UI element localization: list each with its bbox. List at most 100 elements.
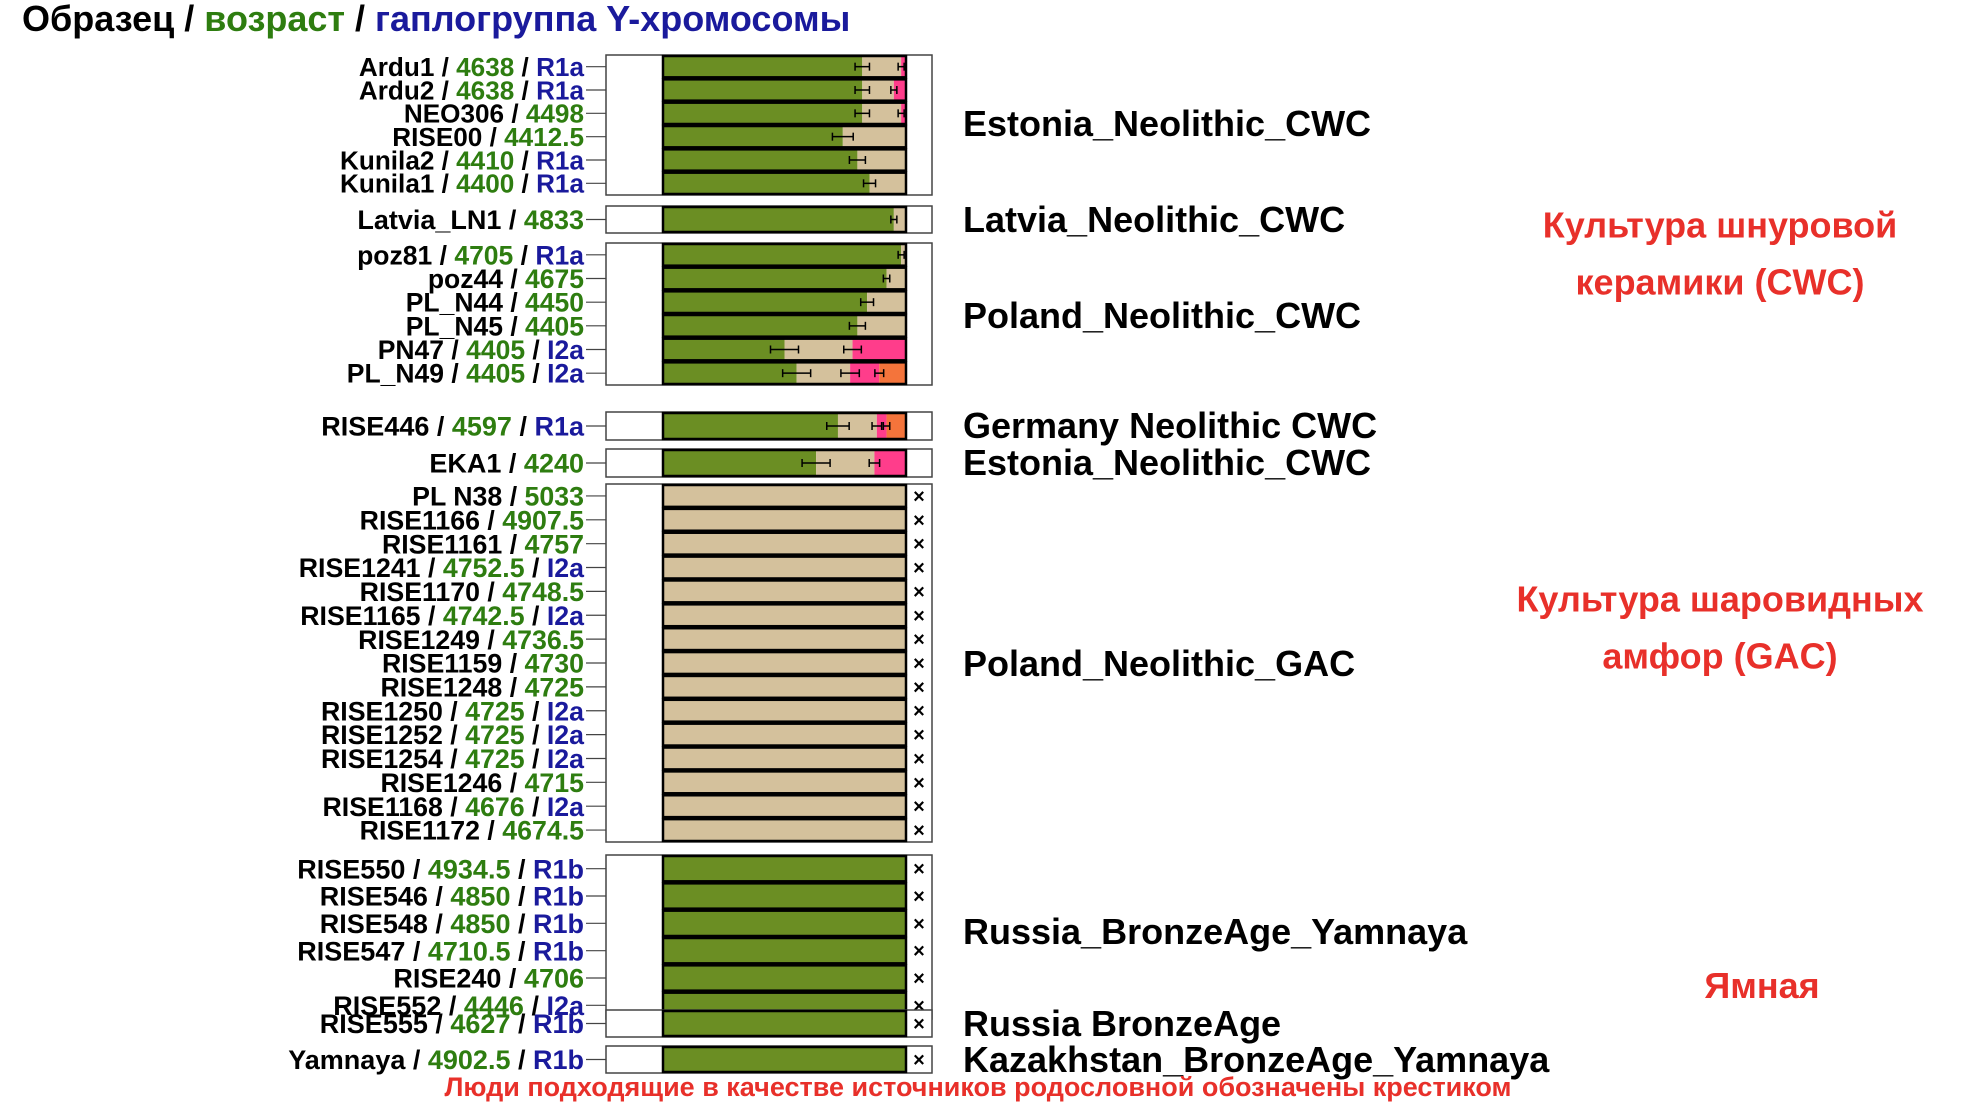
source-cross-mark: × — [913, 558, 925, 580]
bar-outline — [661, 909, 908, 938]
sample-haplogroup: I2a — [547, 792, 585, 822]
bar-segment-tan — [663, 508, 906, 531]
group-label: Poland_Neolithic_GAC — [963, 643, 1355, 684]
bar-segment-tan — [663, 675, 906, 698]
bar-outline — [661, 78, 908, 102]
group-label: Kazakhstan_BronzeAge_Yamnaya — [963, 1039, 1550, 1080]
bar-outline — [661, 361, 908, 386]
bar-segment-green — [663, 102, 863, 124]
sample-label: RISE547 / 4710.5 / R1b — [297, 936, 584, 966]
bar-outline — [661, 148, 908, 172]
culture-label-line: керамики (CWC) — [1576, 262, 1865, 303]
sample-name: RISE446 — [321, 412, 429, 442]
sample-age: 4410 — [456, 145, 514, 175]
bar-outline — [661, 337, 908, 362]
source-cross-mark: × — [913, 748, 925, 770]
sample-name: Yamnaya — [288, 1045, 406, 1075]
sample-age: 5033 — [525, 482, 584, 512]
sample-name: RISE1241 — [299, 553, 421, 583]
error-bar — [848, 321, 867, 330]
sample-age: 4638 — [456, 52, 514, 82]
bar-outline — [661, 531, 908, 556]
sample-label: PL_N49 / 4405 / I2a — [347, 359, 584, 389]
bar-segment-green — [663, 1047, 906, 1072]
sample-age: 4725 — [525, 672, 585, 702]
bar-segment-tan — [663, 532, 906, 555]
source-cross-mark: × — [913, 605, 925, 627]
bar-segment-pink — [850, 362, 880, 384]
error-bar — [890, 86, 898, 94]
error-bar — [874, 369, 885, 378]
sample-age: 4748.5 — [502, 577, 584, 607]
source-cross-mark: × — [913, 629, 925, 651]
sample-age: 4705 — [454, 240, 513, 270]
sample-haplogroup: I2a — [547, 553, 585, 583]
sample-age: 4638 — [456, 75, 514, 105]
sample-label: Yamnaya / 4902.5 / R1b — [288, 1045, 584, 1075]
error-bar — [854, 86, 871, 94]
bar-segment-green — [663, 315, 858, 337]
bar-segment-tan — [663, 723, 906, 746]
sample-label: PN47 / 4405 / I2a — [378, 335, 585, 365]
sample-age: 4676 — [465, 792, 524, 822]
bar-segment-tan — [663, 628, 906, 651]
error-bar — [840, 369, 861, 378]
bar-outline — [661, 101, 908, 126]
sample-label: RISE1246 / 4715 — [380, 768, 584, 798]
source-cross-mark: × — [913, 941, 925, 963]
sample-name: Kunila1 — [340, 169, 434, 199]
sample-age: 4450 — [525, 288, 584, 318]
sample-age: 4597 — [452, 412, 512, 442]
sample-label: RISE552 / 4446 / I2a — [333, 991, 585, 1021]
sample-group: × RISE550 / 4934.5 / R1b × RISE546 / 4850 /… — [297, 854, 1468, 1021]
bar-segment-green — [663, 883, 906, 909]
title-haplogroup: гаплогруппа Y-хромосомы — [375, 0, 850, 39]
sample-group: × RISE555 / 4627 / R1b Russia BronzeAge — [320, 1003, 1281, 1044]
bar-outline — [661, 579, 908, 604]
bar-segment-pink — [893, 79, 906, 101]
bar-outline — [661, 882, 908, 910]
sample-label: RISE1161 / 4757 — [382, 529, 584, 559]
bar-segment-tan — [862, 56, 902, 78]
bar-segment-tan — [663, 699, 906, 722]
bar-outline — [661, 674, 908, 700]
sample-label: Kunila2 / 4410 / R1a — [340, 145, 584, 175]
error-bar — [842, 345, 863, 354]
sample-name: Ardu2 — [359, 75, 434, 105]
sample-name: RISE1250 — [321, 696, 443, 726]
sample-haplogroup: R1a — [536, 75, 584, 105]
sample-name: RISE1246 — [380, 768, 502, 798]
sample-label: RISE1159 / 4730 — [382, 649, 584, 679]
sample-haplogroup: R1a — [536, 52, 584, 82]
sample-age: 4850 — [450, 882, 510, 912]
bar-outline — [661, 650, 908, 676]
sample-name: RISE555 — [320, 1009, 428, 1039]
sample-age: 4736.5 — [502, 625, 584, 655]
sample-haplogroup: I2a — [547, 744, 585, 774]
bar-segment-green — [663, 207, 894, 232]
sample-name: RISE1159 — [382, 649, 502, 679]
bar-segment-tan — [663, 485, 906, 507]
error-bar — [890, 215, 898, 224]
source-cross-mark: × — [913, 510, 925, 532]
sample-name: RISE1249 — [358, 625, 480, 655]
sample-haplogroup: I2a — [547, 696, 585, 726]
sample-label: RISE1172 / 4674.5 — [360, 816, 584, 846]
sample-name: RISE1166 — [360, 505, 480, 535]
sample-age: 4405 — [525, 311, 584, 341]
error-bar — [897, 109, 905, 118]
group-label: Estonia_Neolithic_CWC — [963, 103, 1371, 144]
sample-label: RISE1248 / 4725 — [380, 672, 584, 702]
bar-segment-green — [663, 1011, 906, 1036]
bar-segment-tan — [842, 126, 906, 148]
sample-name: RISE1252 — [321, 720, 443, 750]
sample-label: RISE00 / 4412.5 — [392, 122, 584, 152]
sample-group: × Yamnaya / 4902.5 / R1b Kazakhstan_Bronze… — [288, 1039, 1550, 1080]
title-age: возраст — [204, 0, 345, 39]
sample-age: 4674.5 — [502, 816, 584, 846]
sample-label: RISE555 / 4627 / R1b — [320, 1009, 584, 1039]
sample-label: PL N38 / 5033 — [412, 482, 584, 512]
bar-segment-green — [663, 965, 906, 991]
error-bar — [848, 156, 867, 164]
